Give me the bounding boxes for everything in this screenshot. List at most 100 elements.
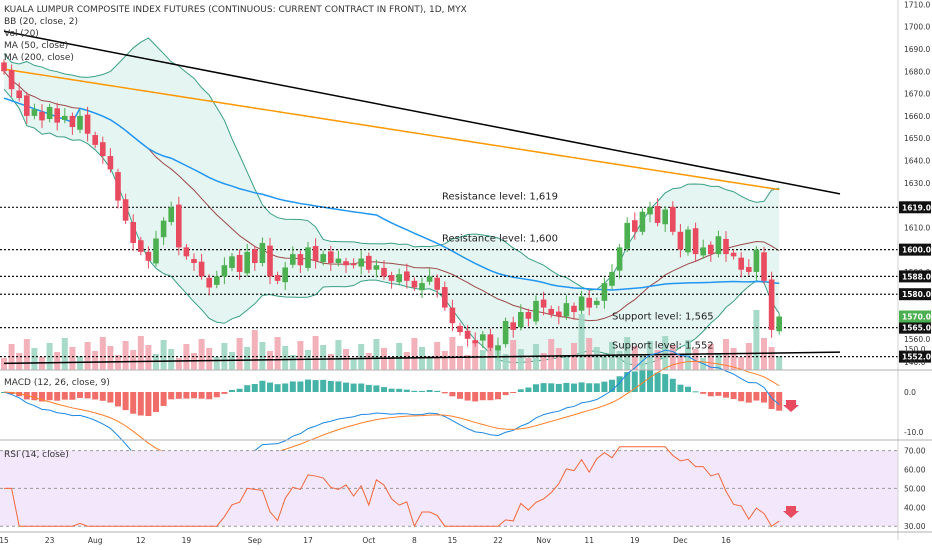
candle[interactable] [388, 275, 395, 281]
candle[interactable] [563, 303, 570, 317]
macd-histogram-bar[interactable] [487, 392, 494, 401]
volume-bar[interactable] [320, 345, 327, 370]
candle[interactable] [77, 115, 83, 130]
level-price-badge[interactable] [899, 270, 931, 283]
candle[interactable] [54, 108, 60, 123]
candle[interactable] [168, 207, 174, 222]
candle[interactable] [69, 115, 76, 128]
level-price-badge[interactable] [899, 201, 931, 214]
macd-histogram-bar[interactable] [616, 376, 623, 392]
candle[interactable] [236, 254, 243, 272]
volume-bar[interactable] [350, 358, 357, 370]
volume-bar[interactable] [677, 354, 684, 370]
macd-histogram-bar[interactable] [753, 392, 760, 401]
volume-bar[interactable] [168, 349, 175, 370]
candle[interactable] [502, 320, 509, 345]
macd-histogram-bar[interactable] [403, 389, 410, 392]
candle[interactable] [556, 311, 562, 317]
macd-histogram-bar[interactable] [183, 392, 190, 399]
macd-histogram-bar[interactable] [449, 392, 456, 397]
volume-bar[interactable] [776, 356, 783, 370]
candle[interactable] [487, 334, 494, 348]
macd-histogram-bar[interactable] [525, 387, 532, 392]
candle[interactable] [122, 199, 129, 221]
macd-histogram-bar[interactable] [738, 392, 745, 402]
current-price-badge[interactable] [899, 310, 931, 323]
macd-histogram-bar[interactable] [669, 378, 676, 392]
macd-histogram-bar[interactable] [571, 383, 577, 392]
macd-histogram-bar[interactable] [160, 392, 167, 406]
volume-bar[interactable] [137, 336, 144, 370]
volume-bar[interactable] [578, 314, 585, 370]
candle[interactable] [145, 251, 152, 261]
macd-histogram-bar[interactable] [251, 384, 258, 392]
candle[interactable] [160, 220, 167, 238]
volume-bar[interactable] [464, 355, 471, 370]
volume-bar[interactable] [175, 358, 182, 370]
macd-histogram-bar[interactable] [168, 392, 175, 400]
ma50-legend[interactable]: MA (50, close) [4, 41, 69, 51]
volume-bar[interactable] [563, 357, 570, 370]
macd-legend[interactable]: MACD (12, 26, close, 9) [4, 378, 110, 388]
macd-histogram-bar[interactable] [365, 384, 372, 392]
candle[interactable] [214, 276, 220, 285]
macd-histogram-bar[interactable] [540, 383, 547, 392]
candle[interactable] [525, 312, 532, 319]
candle[interactable] [761, 252, 767, 281]
volume-bar[interactable] [555, 348, 562, 370]
volume-bar[interactable] [631, 346, 638, 370]
macd-histogram-bar[interactable] [175, 392, 182, 399]
volume-bar[interactable] [616, 351, 623, 370]
volume-bar[interactable] [487, 336, 494, 370]
macd-histogram-bar[interactable] [39, 392, 45, 402]
candle[interactable] [457, 325, 463, 333]
volume-bar[interactable] [122, 341, 129, 370]
candle[interactable] [396, 274, 402, 283]
macd-histogram-bar[interactable] [510, 392, 517, 394]
macd-histogram-bar[interactable] [495, 392, 501, 400]
volume-bar[interactable] [753, 310, 760, 370]
volume-bar[interactable] [707, 344, 714, 370]
volume-bar[interactable] [381, 348, 387, 370]
candle[interactable] [632, 220, 638, 232]
candle[interactable] [259, 242, 266, 264]
macd-histogram-bar[interactable] [191, 392, 197, 399]
candle[interactable] [39, 111, 45, 121]
candle[interactable] [138, 240, 144, 252]
candle[interactable] [107, 156, 114, 170]
volume-bar[interactable] [145, 345, 152, 370]
candle[interactable] [464, 330, 471, 339]
candle[interactable] [419, 283, 425, 291]
macd-histogram-bar[interactable] [320, 379, 327, 392]
volume-bar[interactable] [365, 353, 372, 370]
candle[interactable] [685, 229, 691, 253]
candle[interactable] [768, 279, 775, 330]
ma200-legend[interactable]: MA (200, close) [4, 53, 74, 63]
candle[interactable] [191, 259, 197, 264]
macd-histogram-bar[interactable] [434, 390, 441, 392]
candle[interactable] [571, 305, 577, 313]
macd-histogram-bar[interactable] [267, 382, 273, 392]
macd-histogram-bar[interactable] [312, 380, 319, 392]
candle[interactable] [115, 172, 121, 201]
volume-bar[interactable] [23, 339, 30, 370]
volume-bar[interactable] [99, 337, 106, 370]
volume-bar[interactable] [244, 347, 251, 370]
ma50-line[interactable] [3, 97, 780, 291]
candle[interactable] [677, 231, 684, 250]
macd-histogram-bar[interactable] [198, 392, 205, 399]
candle[interactable] [244, 251, 250, 274]
candle[interactable] [601, 283, 608, 301]
candle[interactable] [518, 312, 524, 328]
candle[interactable] [312, 246, 319, 261]
macd-histogram-bar[interactable] [122, 392, 129, 411]
macd-histogram-bar[interactable] [464, 392, 471, 401]
volume-bar[interactable] [761, 338, 767, 370]
macd-histogram-bar[interactable] [609, 379, 615, 392]
macd-histogram-bar[interactable] [586, 383, 593, 392]
candle[interactable] [578, 296, 585, 311]
volume-bar[interactable] [510, 340, 517, 370]
macd-histogram-bar[interactable] [533, 384, 539, 392]
macd-histogram-bar[interactable] [54, 392, 61, 401]
macd-histogram-bar[interactable] [654, 372, 661, 392]
